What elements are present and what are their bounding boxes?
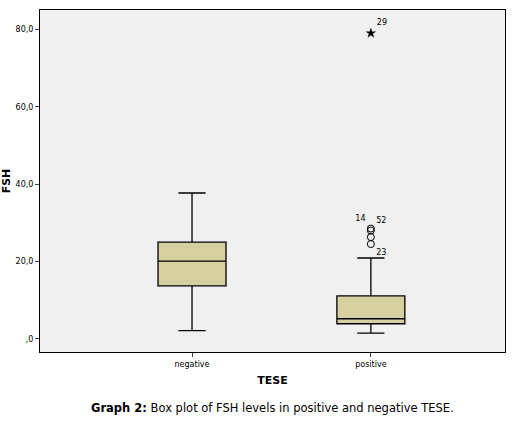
svg-text:Graph 2: Box plot of FSH level: Graph 2: Box plot of FSH levels in posit…: [91, 401, 454, 415]
svg-text:40,0: 40,0: [16, 180, 34, 189]
svg-text:20,0: 20,0: [16, 257, 34, 266]
svg-text:negative: negative: [175, 360, 210, 369]
svg-text:,0: ,0: [26, 335, 34, 344]
svg-text:23: 23: [376, 248, 386, 257]
svg-text:positive: positive: [355, 360, 386, 369]
svg-text:FSH: FSH: [0, 169, 13, 194]
svg-text:29: 29: [377, 18, 387, 27]
svg-text:52: 52: [376, 216, 386, 225]
svg-text:14: 14: [355, 214, 365, 223]
svg-text:TESE: TESE: [257, 374, 287, 387]
svg-text:80,0: 80,0: [16, 25, 34, 34]
svg-text:60,0: 60,0: [16, 103, 34, 112]
